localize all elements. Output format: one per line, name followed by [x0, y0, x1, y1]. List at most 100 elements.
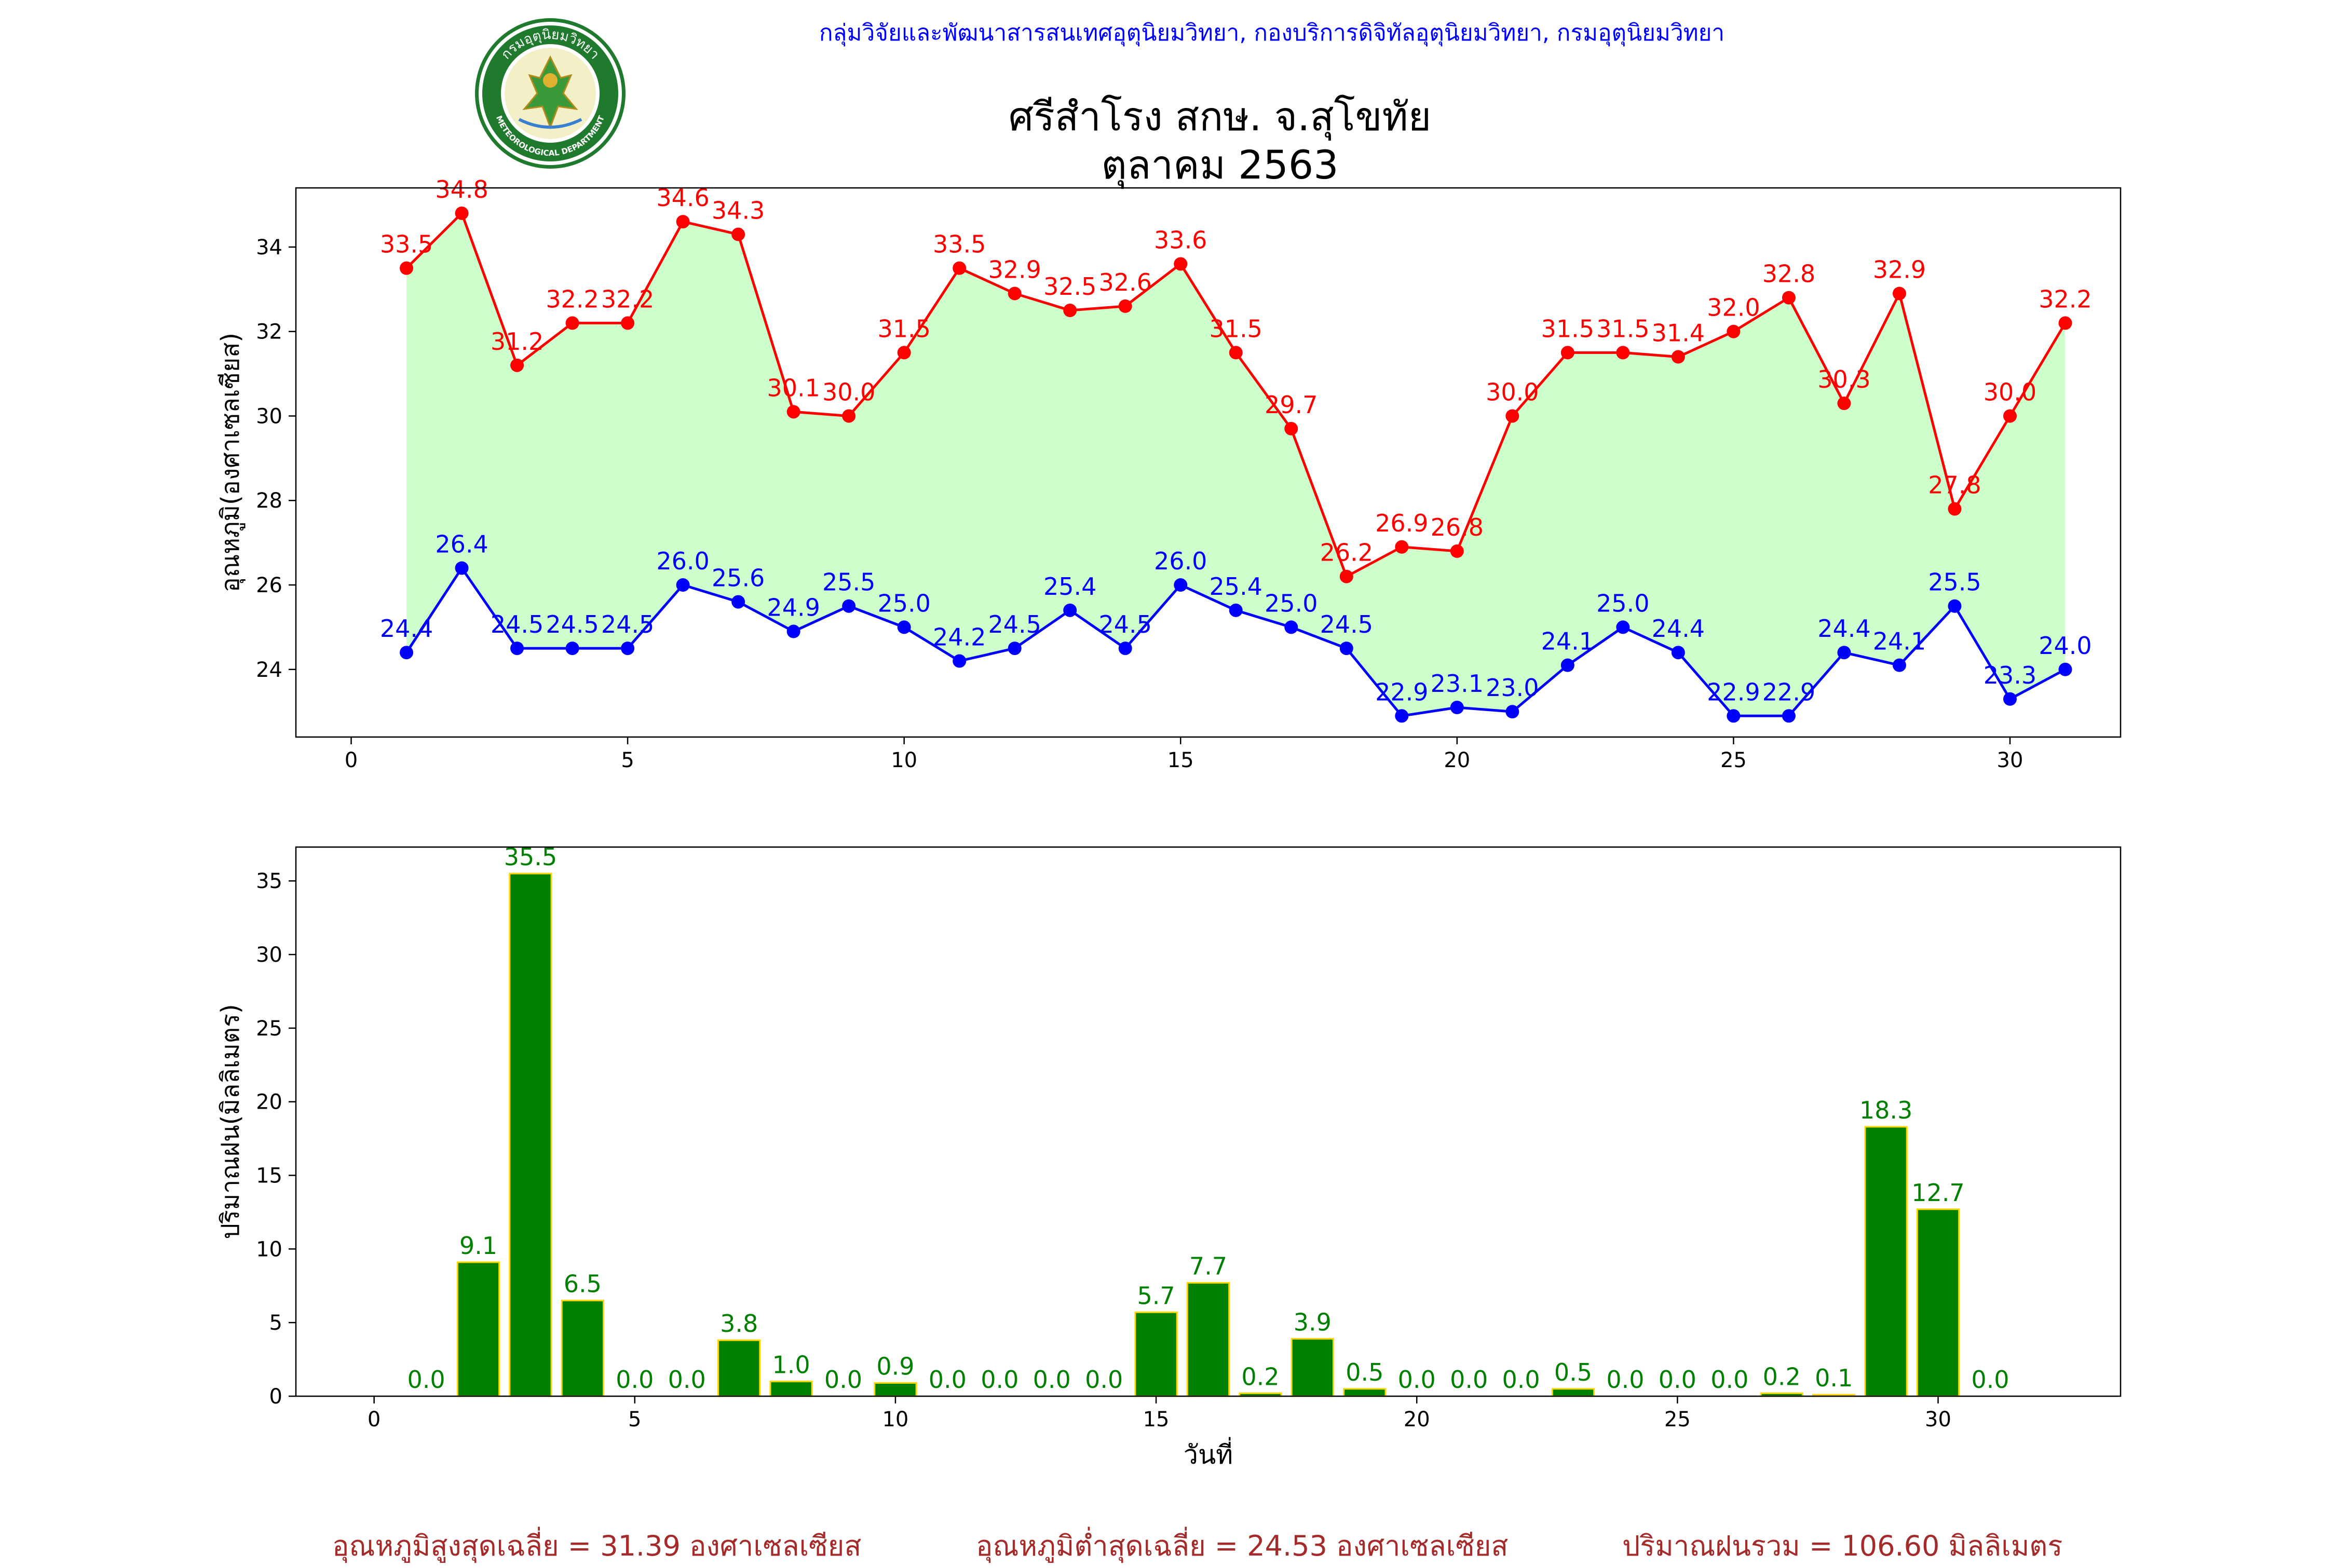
- rain-x-tick-label: 15: [1143, 1408, 1170, 1431]
- min-temperature-label: 24.1: [1541, 628, 1594, 656]
- max-temperature-label: 30.0: [1984, 378, 2036, 406]
- max-temperature-point: [842, 409, 856, 423]
- max-temperature-label: 30.0: [1486, 378, 1539, 406]
- rain-bar: [561, 1300, 605, 1397]
- rain-y-tick-label: 10: [256, 1237, 282, 1261]
- max-temperature-point: [953, 261, 967, 275]
- rainfall-plot-frame: [295, 846, 2122, 1397]
- rain-value-label: 0.0: [929, 1366, 967, 1394]
- rain-value-label: 0.0: [1085, 1366, 1123, 1394]
- rain-value-label: 0.0: [616, 1366, 654, 1394]
- min-temperature-point: [1616, 620, 1630, 634]
- min-temperature-label: 23.0: [1486, 674, 1539, 702]
- min-temperature-label: 24.2: [933, 623, 986, 651]
- min-temperature-label: 24.9: [767, 594, 820, 622]
- rain-bar: [1551, 1388, 1595, 1397]
- max-temperature-label: 33.5: [933, 230, 986, 258]
- max-temperature-point: [1505, 409, 1519, 423]
- total-rainfall: ปริมาณฝนรวม = 106.60 มิลลิเมตร: [1622, 1530, 2063, 1562]
- min-temperature-label: 24.5: [988, 610, 1041, 638]
- temperature-plot-frame: [295, 187, 2122, 738]
- min-temperature-label: 24.5: [546, 610, 599, 638]
- min-temperature-label: 23.3: [1984, 661, 2036, 689]
- max-temperature-point: [1892, 287, 1906, 301]
- min-temperature-point: [1782, 709, 1796, 723]
- rain-y-tick-label: 5: [269, 1311, 282, 1335]
- rain-bar: [1916, 1208, 1960, 1397]
- rain-bar: [1186, 1282, 1230, 1397]
- max-temperature-point: [565, 316, 579, 330]
- rain-value-label: 0.5: [1554, 1358, 1592, 1386]
- max-temperature-label: 33.6: [1154, 226, 1207, 254]
- max-temperature-point: [1118, 299, 1132, 313]
- rain-value-label: 0.0: [1659, 1366, 1696, 1394]
- min-temperature-point: [1505, 705, 1519, 719]
- rain-y-tick-label: 25: [256, 1017, 282, 1041]
- min-temperature-point: [1560, 658, 1574, 672]
- rain-value-label: 0.0: [1398, 1366, 1436, 1394]
- min-temperature-point: [953, 654, 967, 668]
- min-temperature-label: 25.4: [1210, 572, 1262, 601]
- max-temperature-label: 34.8: [435, 175, 488, 203]
- max-temperature-point: [1008, 287, 1022, 301]
- rainfall-y-axis-label: ปริมาณฝน(มิลลิเมตร): [216, 1004, 245, 1239]
- temp-x-tick-label: 20: [1444, 748, 1470, 772]
- rain-y-tick-label: 35: [256, 869, 282, 893]
- min-temperature-point: [1948, 599, 1962, 613]
- min-temperature-point: [897, 620, 911, 634]
- max-temperature-label: 32.5: [1043, 272, 1096, 301]
- max-temperature-point: [1229, 346, 1243, 360]
- min-temperature-label: 24.5: [601, 610, 654, 638]
- rain-bar: [769, 1381, 813, 1397]
- average-min-temperature: อุณหภูมิต่ำสุดเฉลี่ย = 24.53 องศาเซลเซีย…: [976, 1530, 1509, 1562]
- max-temperature-point: [1782, 291, 1796, 305]
- max-temperature-point: [897, 346, 911, 360]
- max-temperature-label: 32.0: [1707, 294, 1760, 322]
- rain-value-label: 0.0: [824, 1366, 862, 1394]
- max-temperature-label: 26.9: [1375, 509, 1428, 537]
- max-temperature-point: [1727, 324, 1741, 338]
- max-temperature-point: [1339, 569, 1353, 583]
- min-temperature-label: 26.4: [435, 530, 488, 558]
- rain-value-label: 0.0: [407, 1366, 445, 1394]
- max-temperature-point: [1948, 502, 1962, 516]
- min-temperature-point: [510, 642, 524, 656]
- max-temperature-label: 33.5: [380, 230, 433, 258]
- rain-bar: [1291, 1338, 1335, 1397]
- min-temperature-label: 23.1: [1431, 670, 1484, 698]
- rain-y-tick-label: 0: [269, 1385, 282, 1409]
- rain-bar: [874, 1382, 917, 1397]
- min-temperature-point: [1892, 658, 1906, 672]
- max-temperature-label: 31.5: [1596, 315, 1649, 343]
- max-temperature-label: 31.4: [1652, 319, 1705, 347]
- rain-x-tick-label: 5: [628, 1408, 641, 1431]
- max-temperature-label: 34.3: [712, 197, 765, 225]
- min-temperature-label: 25.5: [822, 568, 875, 596]
- min-temperature-label: 22.9: [1707, 678, 1760, 706]
- max-temperature-label: 32.9: [1873, 255, 1926, 283]
- rain-bar: [1343, 1388, 1387, 1397]
- max-temperature-label: 30.0: [822, 378, 875, 406]
- min-temperature-label: 24.1: [1873, 628, 1926, 656]
- max-temperature-label: 26.2: [1320, 539, 1373, 567]
- max-temperature-point: [1063, 304, 1077, 318]
- min-temperature-point: [1395, 709, 1409, 723]
- min-temperature-label: 24.5: [1099, 610, 1152, 638]
- min-temperature-point: [565, 642, 579, 656]
- rain-bar: [509, 872, 552, 1397]
- temp-x-tick-label: 15: [1167, 748, 1194, 772]
- max-temperature-point: [1671, 350, 1685, 364]
- min-temperature-label: 26.0: [1154, 547, 1207, 575]
- rain-value-label: 3.8: [720, 1310, 758, 1338]
- max-temperature-point: [1560, 346, 1574, 360]
- min-temperature-point: [1450, 701, 1464, 715]
- rain-value-label: 9.1: [459, 1232, 497, 1260]
- rain-value-label: 0.2: [1763, 1362, 1801, 1390]
- rain-value-label: 0.0: [668, 1366, 706, 1394]
- min-temperature-point: [786, 624, 800, 638]
- temp-x-tick-label: 25: [1720, 748, 1747, 772]
- min-temperature-point: [1339, 642, 1353, 656]
- max-temperature-point: [676, 215, 690, 229]
